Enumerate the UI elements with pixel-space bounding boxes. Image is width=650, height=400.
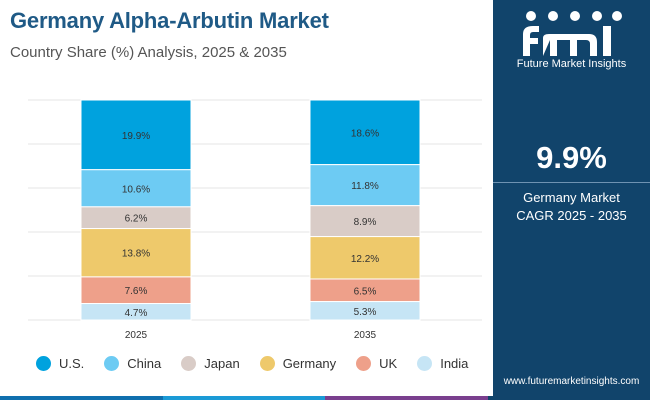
x-tick-label: 2035 — [354, 330, 377, 341]
side-panel: Future Market Insights 9.9% Germany Mark… — [493, 0, 650, 400]
bar-segment — [80, 99, 192, 171]
legend-item: India — [417, 356, 468, 371]
bar-segment — [80, 169, 192, 208]
data-label: 19.9% — [122, 131, 150, 142]
logo-dot-icon — [526, 11, 536, 21]
legend-label: UK — [379, 356, 398, 371]
bar-segment — [309, 236, 421, 280]
legend-item: Japan — [181, 356, 240, 371]
cagr-value: 9.9% — [536, 140, 607, 175]
bottom-color-bar — [0, 396, 650, 400]
legend-label: India — [440, 356, 469, 371]
data-label: 6.2% — [125, 214, 148, 225]
data-label: 4.7% — [125, 308, 148, 319]
fmi-logo — [523, 11, 622, 56]
legend-label: China — [127, 356, 162, 371]
legend-item: Germany — [259, 356, 337, 371]
legend-swatch — [356, 356, 372, 371]
website-link[interactable]: www.futuremarketinsights.com — [503, 376, 640, 387]
logo-dot-icon — [548, 11, 558, 21]
data-label: 5.3% — [354, 307, 377, 318]
data-label: 12.2% — [351, 254, 379, 265]
legend-swatch — [181, 356, 197, 371]
page-title: Germany Alpha-Arbutin Market — [10, 8, 329, 33]
logo-letter-m-icon — [543, 34, 597, 56]
logo-dot-icon — [570, 11, 580, 21]
logo-letter-f-icon — [523, 26, 539, 56]
legend-swatch — [259, 356, 275, 371]
legend-label: Japan — [204, 356, 240, 371]
legend-item: China — [104, 356, 161, 371]
legend-label: Germany — [282, 356, 337, 371]
legend-item: UK — [356, 356, 397, 371]
legend-swatch — [417, 356, 433, 371]
data-label: 7.6% — [125, 286, 148, 297]
bar-segment — [80, 228, 192, 278]
bar-segment — [309, 301, 421, 321]
data-label: 6.5% — [354, 286, 377, 297]
logo-dot-icon — [612, 11, 622, 21]
stacked-bar-chart: 19.9% 10.6% 6.2% 13.8% 7.6% 4.7% 2025 18.6% 11.8… — [28, 99, 482, 341]
data-label: 13.8% — [122, 249, 150, 260]
x-tick-label: 2025 — [125, 330, 148, 341]
brand-name: Future Market Insights — [516, 58, 627, 70]
data-label: 8.9% — [354, 217, 377, 228]
logo-dot-icon — [592, 11, 602, 21]
cagr-divider — [493, 182, 650, 183]
data-label: 18.6% — [351, 128, 379, 139]
bar-segment — [309, 99, 421, 166]
cagr-label-period: CAGR 2025 - 2035 — [516, 208, 627, 223]
logo-letter-i-icon — [603, 26, 611, 56]
bar-segment — [309, 164, 421, 207]
legend-swatch — [104, 356, 120, 371]
page-subtitle: Country Share (%) Analysis, 2025 & 2035 — [10, 44, 287, 61]
cagr-label-market: Germany Market — [523, 190, 620, 205]
data-label: 11.8% — [351, 181, 379, 192]
data-label: 10.6% — [122, 184, 150, 195]
legend-item: U.S. — [36, 356, 84, 371]
bar-segment — [80, 276, 192, 305]
legend-swatch — [36, 356, 51, 371]
chart-legend: U.S. China Japan Germany UK India — [36, 356, 488, 371]
bar-segment — [80, 303, 192, 321]
legend-label: U.S. — [59, 356, 85, 371]
